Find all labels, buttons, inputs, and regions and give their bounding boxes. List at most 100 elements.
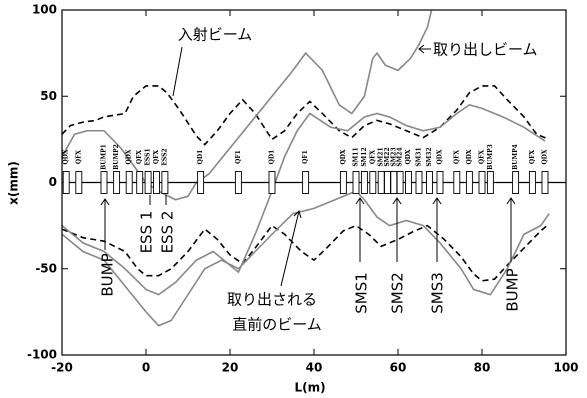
magnet xyxy=(360,171,368,194)
magnet xyxy=(426,171,433,194)
magnet-label: QFX xyxy=(369,150,376,164)
magnet xyxy=(161,171,169,194)
magnet-label: SM12 xyxy=(361,147,368,166)
y-tick-label: 50 xyxy=(40,89,57,103)
magnet xyxy=(113,171,121,194)
magnet xyxy=(144,171,152,194)
magnet xyxy=(478,171,486,194)
annotation: 取り出しビーム xyxy=(433,41,538,59)
x-tick-label: -20 xyxy=(51,361,73,375)
magnet xyxy=(234,171,242,194)
x-tick-label: 60 xyxy=(390,361,407,375)
magnet xyxy=(268,171,276,194)
magnet xyxy=(75,171,83,194)
arrow xyxy=(172,46,183,97)
annotation: 入射ビーム xyxy=(178,26,253,44)
x-tick-label: 20 xyxy=(222,361,239,375)
annotation: 取り出される xyxy=(227,291,317,309)
magnet-label: SM32 xyxy=(426,147,433,166)
magnet-label: QDX xyxy=(63,149,70,164)
magnet-label: QFX xyxy=(529,150,536,164)
magnet-label: BUMP2 xyxy=(113,144,120,170)
annotation: SMS3 xyxy=(429,272,447,314)
series-line xyxy=(62,85,550,146)
annotation: BUMP xyxy=(99,253,117,296)
x-tick-label: 40 xyxy=(306,361,323,375)
series-line xyxy=(62,10,433,201)
magnet-label: QDX xyxy=(126,149,133,164)
annotation: BUMP xyxy=(504,268,522,311)
magnet xyxy=(384,171,391,194)
magnet-label: BUMP4 xyxy=(512,144,519,170)
series-line xyxy=(62,223,550,282)
x-axis-label: L(m) xyxy=(294,381,325,395)
magnet-label: QFX xyxy=(479,150,486,164)
magnet-label: SM23 xyxy=(390,147,397,166)
magnet-label: SM22 xyxy=(384,147,391,166)
magnet-label: QDX xyxy=(437,149,444,164)
magnet-label: QDX xyxy=(340,149,347,164)
magnet xyxy=(377,171,385,194)
magnet-label: ESS1 xyxy=(145,148,152,165)
magnet xyxy=(390,171,398,194)
magnet-label: SM21 xyxy=(378,147,385,166)
magnet xyxy=(100,171,108,194)
magnet-label: QD1 xyxy=(197,150,204,165)
x-tick-label: 0 xyxy=(142,361,150,375)
annotation: SMS1 xyxy=(353,272,371,314)
magnet xyxy=(339,171,347,194)
magnet xyxy=(197,171,205,194)
arrow xyxy=(100,198,110,250)
series-line xyxy=(62,190,550,327)
y-tick-label: -50 xyxy=(35,261,57,275)
magnet xyxy=(528,171,536,194)
magnet xyxy=(153,171,160,194)
series-line xyxy=(62,104,546,296)
magnet xyxy=(415,171,423,194)
magnet xyxy=(541,171,549,194)
y-axis-label: x(mm) xyxy=(7,161,21,205)
y-tick-label: -100 xyxy=(27,348,57,362)
x-tick-label: 80 xyxy=(474,361,491,375)
magnet xyxy=(396,171,404,194)
annotation: ESS 1 xyxy=(138,211,156,254)
magnet-label: QFX xyxy=(75,150,82,164)
y-tick-label: 100 xyxy=(32,3,57,17)
magnet-label: SM11 xyxy=(353,147,360,166)
annotation: ESS 2 xyxy=(159,211,177,254)
magnet xyxy=(512,171,520,194)
plot-area xyxy=(62,10,550,327)
magnet xyxy=(436,171,444,194)
arrow xyxy=(149,195,167,205)
magnet-label: ESS2 xyxy=(161,148,168,165)
magnet xyxy=(486,171,494,194)
arrow xyxy=(355,197,516,262)
magnet-label: BUMP3 xyxy=(487,144,494,170)
magnet xyxy=(302,171,310,194)
magnet xyxy=(405,171,412,194)
magnet-label: BUMP1 xyxy=(101,144,108,170)
magnet xyxy=(369,171,377,194)
annotation: 直前のビーム xyxy=(232,316,322,334)
magnet-label: QF1 xyxy=(235,150,242,164)
arrow xyxy=(418,44,431,54)
magnet xyxy=(465,171,473,194)
y-tick-label: 0 xyxy=(49,175,57,189)
magnet xyxy=(62,171,70,194)
magnet-label: QD1 xyxy=(269,150,276,165)
magnet xyxy=(125,171,133,194)
magnet-label: QF1 xyxy=(302,150,309,164)
magnet-label: SM31 xyxy=(416,147,423,166)
magnet xyxy=(136,171,144,194)
magnet-label: QFX xyxy=(136,150,143,164)
magnet-label: QFX xyxy=(453,150,460,164)
magnet-label: QDX xyxy=(542,149,549,164)
arrow xyxy=(280,210,302,287)
magnet xyxy=(352,171,360,194)
magnet-label: QFX xyxy=(153,150,160,164)
magnet-label: QDX xyxy=(405,149,412,164)
annotation: SMS2 xyxy=(389,272,407,314)
magnet-label: SM24 xyxy=(397,147,404,166)
magnet xyxy=(453,171,461,194)
